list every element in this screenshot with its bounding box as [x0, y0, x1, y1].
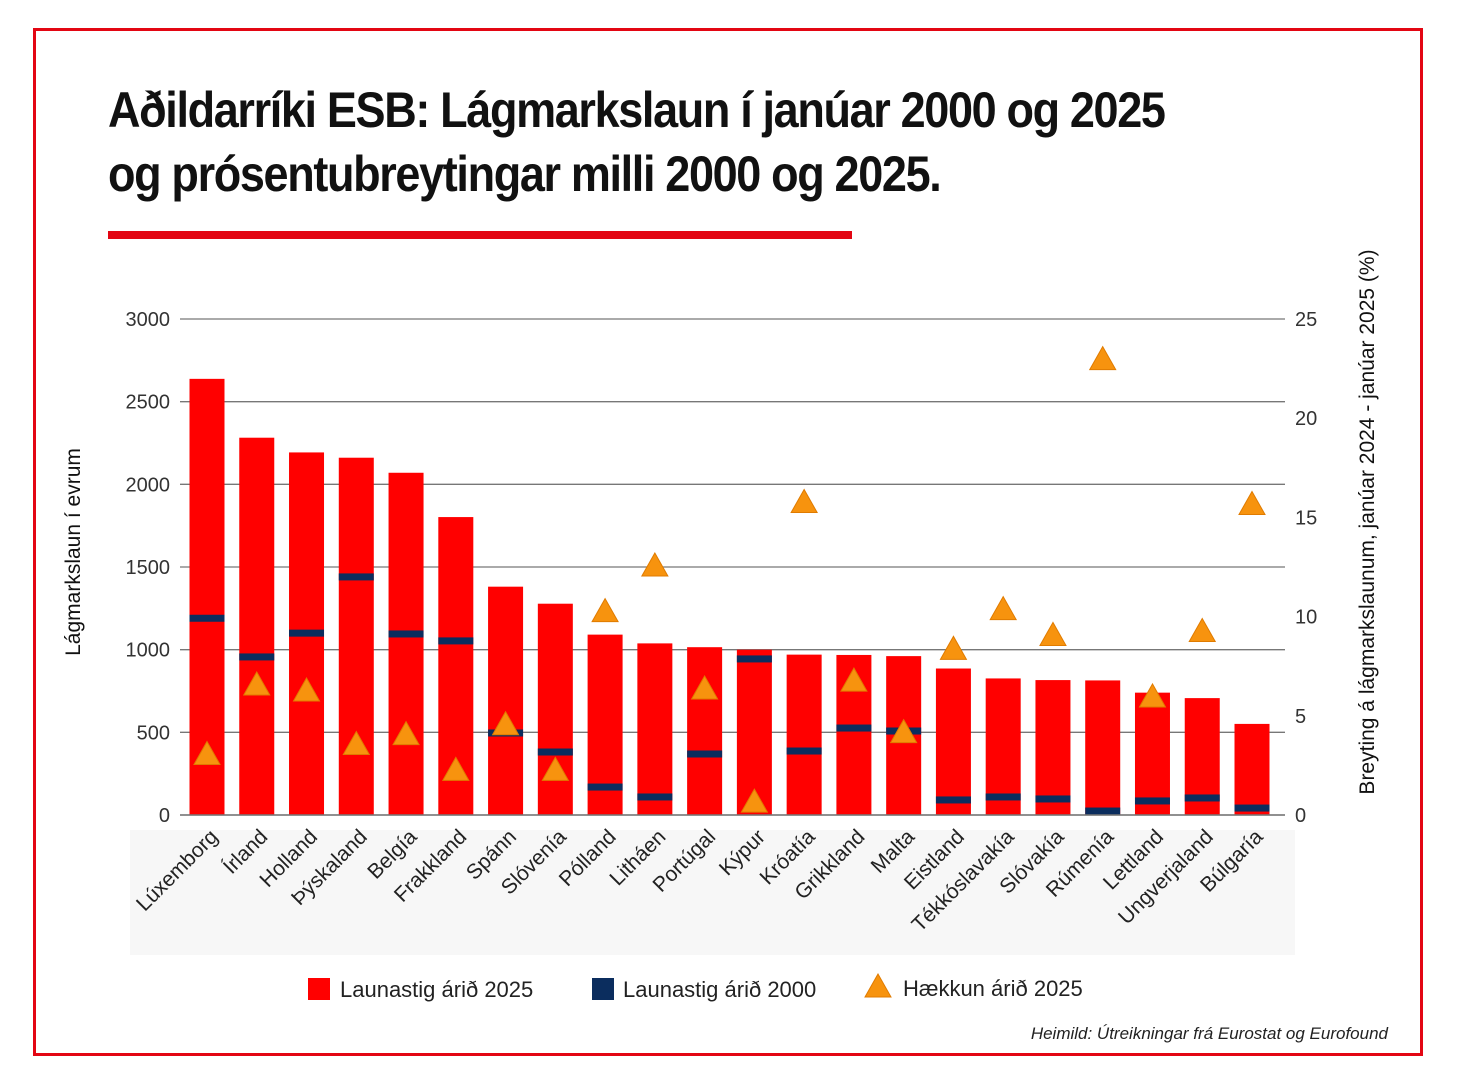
triangle-marker: [392, 720, 420, 746]
bar-2025: [1085, 680, 1121, 815]
triangle-marker: [939, 635, 968, 660]
title-line-1: Aðildarríki ESB: Lágmarkslaun í janúar 2…: [108, 82, 1166, 138]
bar-2025: [239, 437, 275, 815]
y-tick-label: 3000: [126, 309, 171, 331]
triangle-marker: [242, 671, 271, 696]
marker-2000: [338, 573, 374, 581]
legend-label-2025: Launastig árið 2025: [340, 977, 533, 1002]
triangle-marker: [840, 667, 868, 692]
y-tick-label: 0: [159, 805, 170, 827]
y2-tick-label: 0: [1295, 805, 1306, 827]
marker-2000: [587, 783, 623, 791]
marker-2000: [836, 724, 872, 732]
legend-label-2000: Launastig árið 2000: [623, 977, 816, 1002]
triangle-marker: [342, 730, 371, 756]
y-tick-label: 1000: [126, 640, 171, 662]
y-tick-label: 2000: [126, 474, 171, 496]
marker-2000: [687, 750, 723, 758]
marker-2000: [1085, 807, 1121, 815]
marker-2000: [239, 653, 275, 661]
y-tick-label: 2500: [126, 392, 171, 414]
triangle-marker: [491, 710, 520, 736]
triangle-marker: [1039, 621, 1067, 646]
bar-2025: [1234, 723, 1270, 815]
triangle-marker: [790, 488, 818, 514]
bar-2025: [736, 649, 772, 815]
triangle-marker: [1238, 490, 1266, 515]
legend-swatch-2000: [592, 978, 614, 1000]
title-line-2: og prósentubreytingar milli 2000 og 2025…: [108, 146, 942, 202]
marker-2000: [1035, 795, 1071, 803]
y-axis-label: Lágmarkslaun í evrum: [62, 448, 85, 656]
chart-frame: [33, 28, 1423, 1056]
marker-2000: [289, 629, 325, 637]
triangle-marker: [541, 756, 570, 781]
bar-2025: [786, 654, 822, 815]
source-note: Heimild: Útreikningar frá Eurostat og Eu…: [1030, 1024, 1388, 1043]
triangle-marker: [889, 718, 918, 744]
triangle-marker: [591, 597, 619, 623]
marker-2000: [736, 655, 772, 663]
y2-tick-label: 15: [1295, 507, 1317, 529]
x-label-background: [130, 830, 1295, 955]
y2-tick-label: 5: [1295, 706, 1306, 728]
legend-triangle-icon: [864, 972, 892, 998]
marker-2000: [189, 614, 225, 622]
marker-2000: [935, 796, 971, 804]
bar-2025: [985, 678, 1021, 815]
marker-2000: [1234, 804, 1270, 812]
triangle-marker: [1138, 682, 1167, 708]
y-tick-label: 500: [137, 722, 170, 744]
bar-2025: [935, 668, 971, 815]
legend-swatch-2025: [308, 978, 330, 1000]
triangle-marker: [292, 676, 321, 702]
marker-2000: [985, 793, 1021, 801]
triangle-marker: [690, 674, 719, 700]
bar-2025: [1035, 680, 1071, 815]
bar-2025: [687, 647, 723, 815]
y2-tick-label: 25: [1295, 309, 1317, 331]
marker-2000: [438, 637, 474, 645]
y2-tick-label: 10: [1295, 607, 1317, 629]
marker-2000: [1134, 797, 1170, 805]
bar-2025: [488, 586, 524, 815]
marker-2000: [786, 747, 822, 755]
title-underline: [108, 231, 852, 239]
y-tick-label: 1500: [126, 557, 171, 579]
triangle-marker: [1188, 617, 1217, 642]
marker-2000: [637, 793, 673, 801]
bar-2025: [637, 643, 673, 815]
legend-label-change: Hækkun árið 2025: [903, 976, 1083, 1001]
chart-title: Aðildarríki ESB: Lágmarkslaun í janúar 2…: [108, 78, 1188, 206]
y2-axis-label: Breyting á lágmarkslaunum, janúar 2024 -…: [1356, 249, 1379, 794]
bar-2025: [388, 472, 424, 815]
triangle-marker: [441, 756, 470, 781]
triangle-marker: [641, 551, 669, 577]
marker-2000: [537, 748, 573, 756]
y2-tick-label: 20: [1295, 408, 1317, 430]
bar-2025: [1134, 692, 1170, 815]
triangle-marker: [1088, 345, 1117, 371]
marker-2000: [1184, 794, 1220, 802]
triangle-marker: [989, 595, 1018, 621]
marker-2000: [388, 630, 424, 638]
bar-2025: [537, 603, 573, 815]
bar-2025: [338, 457, 374, 815]
triangle-marker: [193, 740, 221, 765]
triangle-marker: [740, 788, 769, 813]
